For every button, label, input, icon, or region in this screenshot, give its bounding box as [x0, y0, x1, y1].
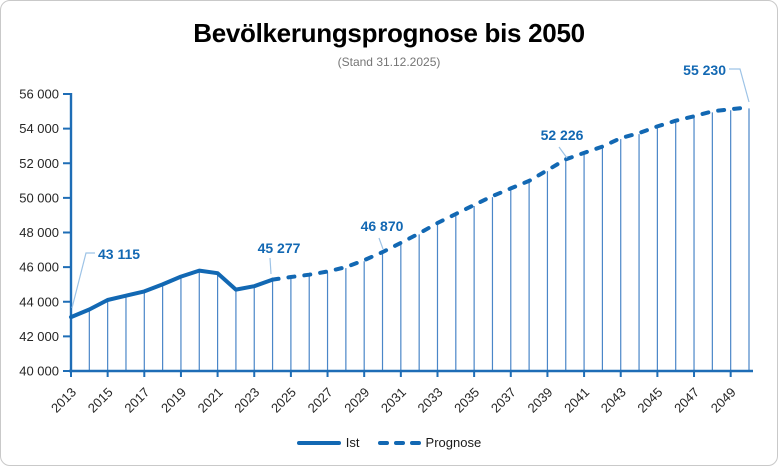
ist-line [69, 268, 275, 320]
y-tick-label: 54 000 [19, 121, 59, 136]
x-tick-label: 2047 [671, 385, 702, 416]
data-label: 43 115 [98, 246, 140, 262]
data-label: 46 870 [361, 218, 404, 234]
x-tick-label: 2015 [85, 385, 116, 416]
x-tick-label: 2027 [305, 385, 336, 416]
prognose-line [270, 105, 751, 282]
leader-line [71, 252, 95, 309]
legend-item-prognose: Prognose [377, 435, 482, 450]
x-tick-label: 2045 [634, 385, 665, 416]
x-tick-label: 2021 [195, 385, 226, 416]
chart-legend: Ist Prognose [1, 435, 777, 450]
x-tick-label: 2049 [708, 385, 739, 416]
x-tick-label: 2041 [561, 385, 592, 416]
x-tick-label: 2031 [378, 385, 409, 416]
y-tick-label: 56 000 [19, 87, 59, 102]
data-label: 45 277 [258, 240, 301, 256]
leader-line [558, 146, 568, 159]
x-tick-label: 2037 [488, 385, 519, 416]
y-tick-label: 40 000 [19, 364, 59, 379]
chart-subtitle: (Stand 31.12.2025) [337, 55, 441, 69]
data-label: 55 230 [683, 62, 726, 78]
x-tick-label: 2039 [524, 385, 555, 416]
x-tick-label: 2019 [158, 385, 189, 416]
y-tick-label: 50 000 [19, 190, 59, 205]
y-tick-label: 46 000 [19, 260, 59, 275]
dashed-line-swatch [377, 440, 421, 445]
x-tick-label: 2033 [415, 385, 446, 416]
solid-line-swatch [296, 440, 341, 445]
y-tick-label: 42 000 [19, 329, 59, 344]
chart-title: Bevölkerungsprognose bis 2050 [193, 18, 585, 48]
x-tick-label: 2017 [121, 385, 152, 416]
legend-label-ist: Ist [345, 435, 360, 450]
x-tick-label: 2013 [48, 385, 79, 416]
legend-label-prognose: Prognose [425, 435, 482, 450]
x-tick-label: 2023 [231, 385, 262, 416]
x-tick-label: 2043 [598, 385, 629, 416]
leader-line [378, 237, 384, 250]
x-tick-label: 2025 [268, 385, 299, 416]
x-tick-label: 2035 [451, 385, 482, 416]
y-tick-label: 48 000 [19, 225, 59, 240]
leader-line [269, 257, 272, 275]
y-tick-label: 44 000 [19, 294, 59, 309]
leader-line [729, 68, 750, 103]
x-tick-label: 2029 [341, 385, 372, 416]
data-label: 52 226 [541, 127, 584, 143]
y-tick-label: 52 000 [19, 156, 59, 171]
legend-item-ist: Ist [296, 435, 360, 450]
